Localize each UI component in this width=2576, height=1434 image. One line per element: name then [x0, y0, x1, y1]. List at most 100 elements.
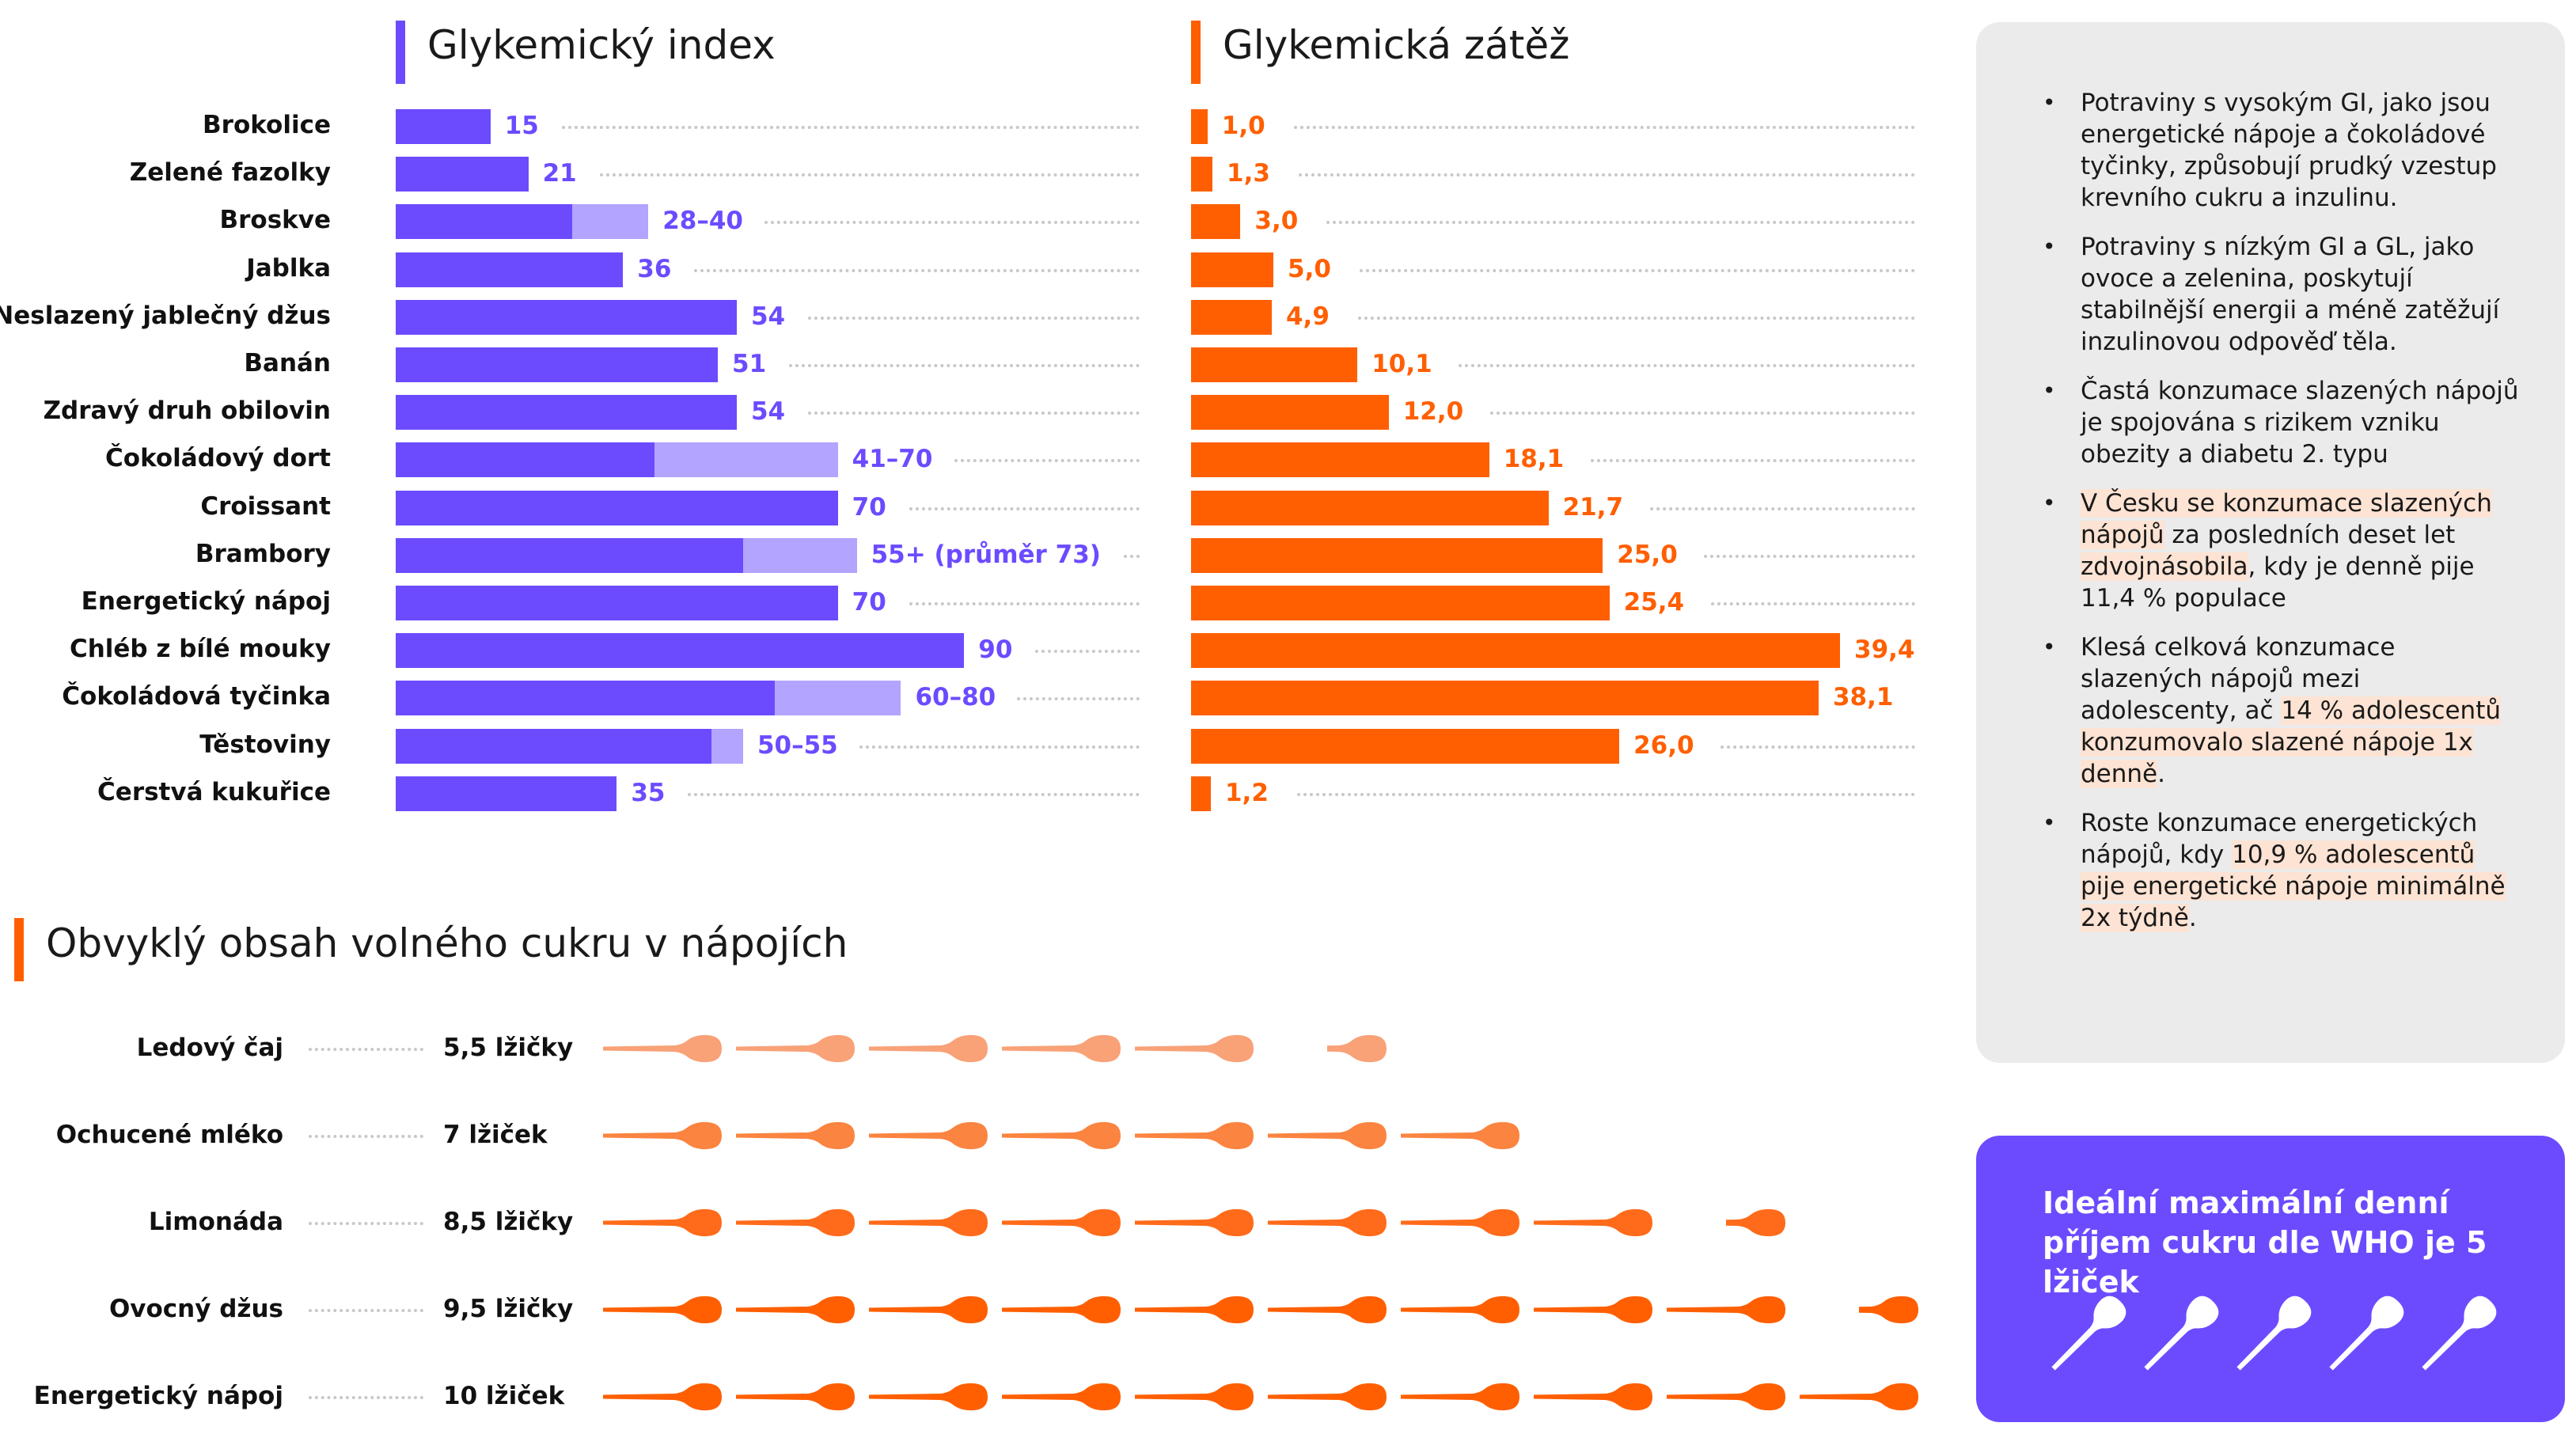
spoon-icon [1268, 1296, 1387, 1324]
spoon-icon [736, 1208, 855, 1237]
gi-leader-dots-cokoladova-tycinka [1017, 697, 1140, 701]
spoon-icon [1401, 1121, 1519, 1150]
drink-leader-dots-ledovy-caj [309, 1048, 423, 1051]
spoon-icon [1667, 1296, 1785, 1324]
row-label-banan: Banán [244, 349, 331, 377]
row-label-cokoladovy-dort: Čokoládový dort [105, 444, 331, 473]
gl-bar-testoviny [1191, 728, 1620, 764]
info-panel: Potraviny s vysokým GI, jako jsou energe… [1976, 22, 2565, 1063]
spoon-icon [603, 1383, 722, 1411]
info-list: Potraviny s vysokým GI, jako jsou energe… [2043, 87, 2524, 951]
info-text: Častá konzumace slazených nápojů je spoj… [2081, 377, 2519, 469]
row-label-brokolice: Brokolice [203, 111, 331, 139]
info-item: Potraviny s vysokým GI, jako jsou energe… [2043, 87, 2524, 214]
gi-value-label-zdravy-druh-obilovin: 54 [750, 397, 786, 427]
gi-value-label-testoviny: 50–55 [757, 730, 838, 760]
gi-bar-energeticky-napoj [396, 586, 838, 620]
gl-leader-dots-energeticky-napoj [1710, 602, 1915, 605]
info-item: Častá konzumace slazených nápojů je spoj… [2043, 375, 2524, 470]
info-text: . [2188, 904, 2197, 932]
info-text: , kdy je denně pije 11,4 % populace [2081, 552, 2475, 613]
info-text: . [2157, 760, 2165, 788]
gl-bar-brambory [1191, 537, 1603, 573]
info-text: Roste konzumace energetických nápojů, kd… [2081, 809, 2478, 869]
spoon-icon [869, 1208, 988, 1237]
gi-bar-croissant [396, 490, 838, 525]
gi-leader-dots-testoviny [859, 745, 1140, 749]
info-item: V Česku se konzumace slazených nápojů za… [2043, 487, 2524, 614]
gi-leader-dots-neslazeny-jablecny-dzus [807, 316, 1140, 320]
gi-value-label-brokolice: 15 [504, 112, 539, 140]
gi-value-label-cerstva-kukurice: 35 [631, 778, 666, 807]
spoon-icon [1534, 1208, 1652, 1237]
spoon-icon [869, 1121, 988, 1150]
gi-bar-chleb-z-bile-mouky [396, 633, 965, 669]
gi-leader-dots-brokolice [561, 126, 1140, 129]
spoon-icon [869, 1383, 988, 1411]
gi-range-bar-broskve [572, 204, 649, 240]
gi-bar-jablka [396, 252, 624, 287]
sugar-title-accent [14, 918, 24, 981]
spoon-icon [1534, 1296, 1652, 1324]
gl-value-label-jablka: 5,0 [1288, 254, 1331, 283]
gl-bar-banan [1191, 347, 1358, 382]
spoon-icon [1002, 1383, 1121, 1411]
gl-bar-cerstva-kukurice [1191, 776, 1211, 811]
info-text: Potraviny s vysokým GI, jako jsou energe… [2081, 89, 2497, 212]
drink-leader-dots-limonada [309, 1222, 423, 1225]
gi-range-bar-brambory [742, 537, 857, 573]
drink-spoons-label-limonada: 8,5 lžičky [443, 1208, 574, 1236]
spoon-icon [2236, 1296, 2312, 1371]
drink-leader-dots-energeticky-napoj [309, 1396, 423, 1399]
gi-value-label-broskve: 28–40 [662, 207, 743, 236]
drink-label-energeticky-napoj: Energetický nápoj [33, 1382, 283, 1410]
spoon-icon [1667, 1383, 1785, 1411]
gi-value-label-brambory: 55+ (průměr 73) [871, 540, 1101, 569]
spoon-icon [1002, 1208, 1121, 1237]
sugar-title: Obvyklý obsah volného cukru v nápojích [46, 920, 848, 966]
row-label-zelene-fazolky: Zelené fazolky [129, 158, 331, 188]
spoon-icon [1135, 1034, 1254, 1063]
spoon-icon [2144, 1296, 2219, 1371]
gl-bar-energeticky-napoj [1191, 586, 1610, 620]
gi-leader-dots-croissant [909, 506, 1140, 510]
gi-bar-neslazeny-jablecny-dzus [396, 299, 737, 335]
gl-leader-dots-brokolice [1293, 126, 1915, 129]
spoon-icon [736, 1121, 855, 1150]
row-label-croissant: Croissant [200, 491, 331, 521]
gl-value-label-zelene-fazolky: 1,3 [1227, 159, 1270, 188]
gl-leader-dots-brambory [1704, 554, 1915, 558]
gi-value-label-neslazeny-jablecny-dzus: 54 [750, 302, 786, 331]
spoon-icon [1135, 1208, 1254, 1237]
gi-value-label-energeticky-napoj: 70 [852, 588, 886, 616]
spoon-icon [1401, 1296, 1519, 1324]
gl-value-label-cerstva-kukurice: 1,2 [1224, 778, 1269, 807]
info-item: Roste konzumace energetických nápojů, kd… [2043, 807, 2524, 934]
spoon-icon [869, 1296, 988, 1324]
spoon-icon [1135, 1383, 1254, 1411]
gi-bar-banan [396, 347, 719, 382]
spoon-icon [1726, 1208, 1785, 1237]
gl-bar-broskve [1191, 204, 1241, 240]
gl-bar-croissant [1191, 490, 1549, 525]
gi-bar-zelene-fazolky [396, 157, 529, 192]
drink-label-ochucene-mleko: Ochucené mléko [55, 1121, 283, 1149]
spoon-icon [736, 1296, 855, 1324]
row-label-cokoladova-tycinka: Čokoládová tyčinka [62, 682, 331, 711]
gl-leader-dots-testoviny [1720, 745, 1915, 749]
gi-value-label-chleb-z-bile-mouky: 90 [978, 635, 1013, 665]
spoon-icon [1534, 1383, 1652, 1411]
spoon-icon [603, 1034, 722, 1063]
spoon-icon [869, 1034, 988, 1063]
gi-bar-brokolice [396, 109, 491, 144]
gi-range-bar-cokoladovy-dort [654, 442, 838, 478]
row-label-brambory: Brambory [195, 539, 331, 568]
drink-label-ledovy-caj: Ledový čaj [136, 1034, 283, 1062]
gi-value-label-banan: 51 [732, 350, 767, 378]
info-text: Klesá celková konzumace slazených nápojů… [2081, 633, 2396, 725]
gl-leader-dots-banan [1459, 364, 1915, 367]
gi-leader-dots-chleb-z-bile-mouky [1035, 650, 1140, 654]
gl-leader-dots-cokoladovy-dort [1590, 459, 1915, 463]
gl-value-label-testoviny: 26,0 [1633, 730, 1694, 760]
gi-leader-dots-broskve [764, 221, 1140, 225]
